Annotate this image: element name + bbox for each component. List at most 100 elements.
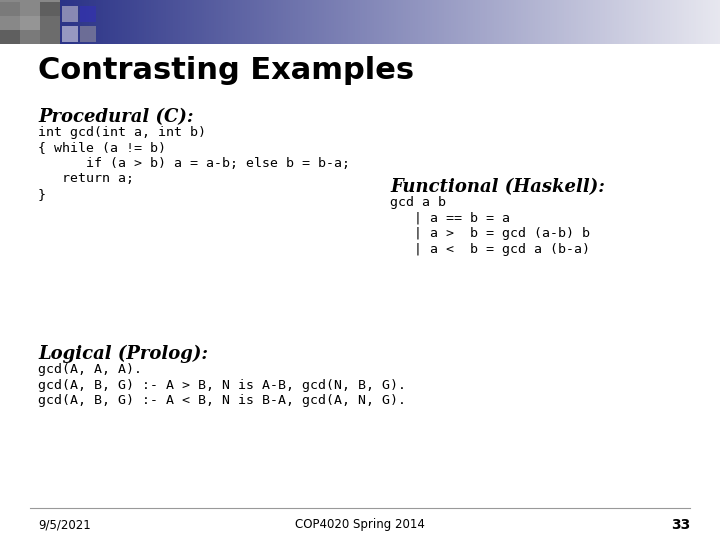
Bar — [526, 0, 528, 44]
Bar — [72, 0, 74, 44]
Bar — [631, 0, 634, 44]
Bar — [583, 0, 585, 44]
Bar — [538, 0, 540, 44]
Bar — [315, 0, 317, 44]
Text: gcd(A, A, A).: gcd(A, A, A). — [38, 363, 142, 376]
Bar — [31, 0, 34, 44]
Bar — [20, 2, 40, 16]
Bar — [55, 0, 58, 44]
Bar — [571, 0, 574, 44]
Bar — [410, 0, 413, 44]
Bar — [706, 0, 708, 44]
Bar — [12, 0, 14, 44]
Bar — [243, 0, 245, 44]
Bar — [228, 0, 230, 44]
Bar — [266, 0, 269, 44]
Bar — [463, 0, 466, 44]
Text: if (a > b) a = a-b; else b = b-a;: if (a > b) a = a-b; else b = b-a; — [38, 157, 350, 170]
Bar — [621, 0, 624, 44]
Bar — [214, 0, 216, 44]
Bar — [418, 0, 420, 44]
Bar — [405, 0, 408, 44]
Bar — [135, 0, 137, 44]
Bar — [279, 0, 281, 44]
Bar — [163, 0, 166, 44]
Bar — [307, 0, 310, 44]
Bar — [470, 0, 473, 44]
Bar — [569, 0, 571, 44]
Bar — [459, 0, 461, 44]
Bar — [636, 0, 639, 44]
Text: int gcd(int a, int b): int gcd(int a, int b) — [38, 126, 206, 139]
Bar — [679, 0, 682, 44]
Bar — [202, 0, 204, 44]
Bar — [499, 0, 502, 44]
Bar — [360, 0, 362, 44]
Bar — [367, 0, 369, 44]
Bar — [451, 0, 454, 44]
Bar — [5, 0, 7, 44]
Bar — [650, 0, 653, 44]
Bar — [657, 0, 660, 44]
Bar — [20, 16, 40, 30]
Bar — [646, 0, 648, 44]
Bar — [149, 0, 151, 44]
Bar — [689, 0, 691, 44]
Bar — [639, 0, 641, 44]
Bar — [333, 0, 336, 44]
Bar — [173, 0, 175, 44]
Bar — [693, 0, 696, 44]
Bar — [403, 0, 405, 44]
Bar — [614, 0, 617, 44]
Bar — [336, 0, 338, 44]
Bar — [259, 0, 261, 44]
Bar — [180, 0, 182, 44]
Bar — [387, 0, 389, 44]
Bar — [122, 0, 125, 44]
Bar — [110, 0, 113, 44]
Bar — [427, 0, 430, 44]
Bar — [691, 0, 693, 44]
Bar — [437, 0, 439, 44]
Bar — [634, 0, 636, 44]
Bar — [408, 0, 410, 44]
Bar — [132, 0, 135, 44]
Bar — [139, 0, 142, 44]
Bar — [482, 0, 485, 44]
Bar — [444, 0, 446, 44]
Bar — [151, 0, 153, 44]
Bar — [317, 0, 319, 44]
Bar — [619, 0, 621, 44]
Bar — [34, 0, 36, 44]
Bar — [240, 0, 243, 44]
Bar — [675, 0, 677, 44]
Bar — [353, 0, 355, 44]
Bar — [466, 0, 468, 44]
Bar — [509, 0, 511, 44]
Text: }: } — [38, 188, 46, 201]
Bar — [456, 0, 459, 44]
Bar — [415, 0, 418, 44]
Bar — [24, 0, 27, 44]
Bar — [101, 0, 103, 44]
Text: 33: 33 — [671, 518, 690, 532]
Bar — [288, 0, 290, 44]
Bar — [523, 0, 526, 44]
Bar — [547, 0, 549, 44]
Bar — [120, 0, 122, 44]
Bar — [698, 0, 701, 44]
Bar — [346, 0, 348, 44]
Bar — [475, 0, 477, 44]
Bar — [559, 0, 562, 44]
Bar — [696, 0, 698, 44]
Bar — [9, 0, 12, 44]
Bar — [348, 0, 351, 44]
Bar — [595, 0, 598, 44]
Bar — [53, 0, 55, 44]
Bar — [372, 0, 374, 44]
Bar — [310, 0, 312, 44]
Text: Procedural (C):: Procedural (C): — [38, 108, 194, 126]
Bar — [343, 0, 346, 44]
Bar — [585, 0, 588, 44]
Bar — [7, 0, 9, 44]
